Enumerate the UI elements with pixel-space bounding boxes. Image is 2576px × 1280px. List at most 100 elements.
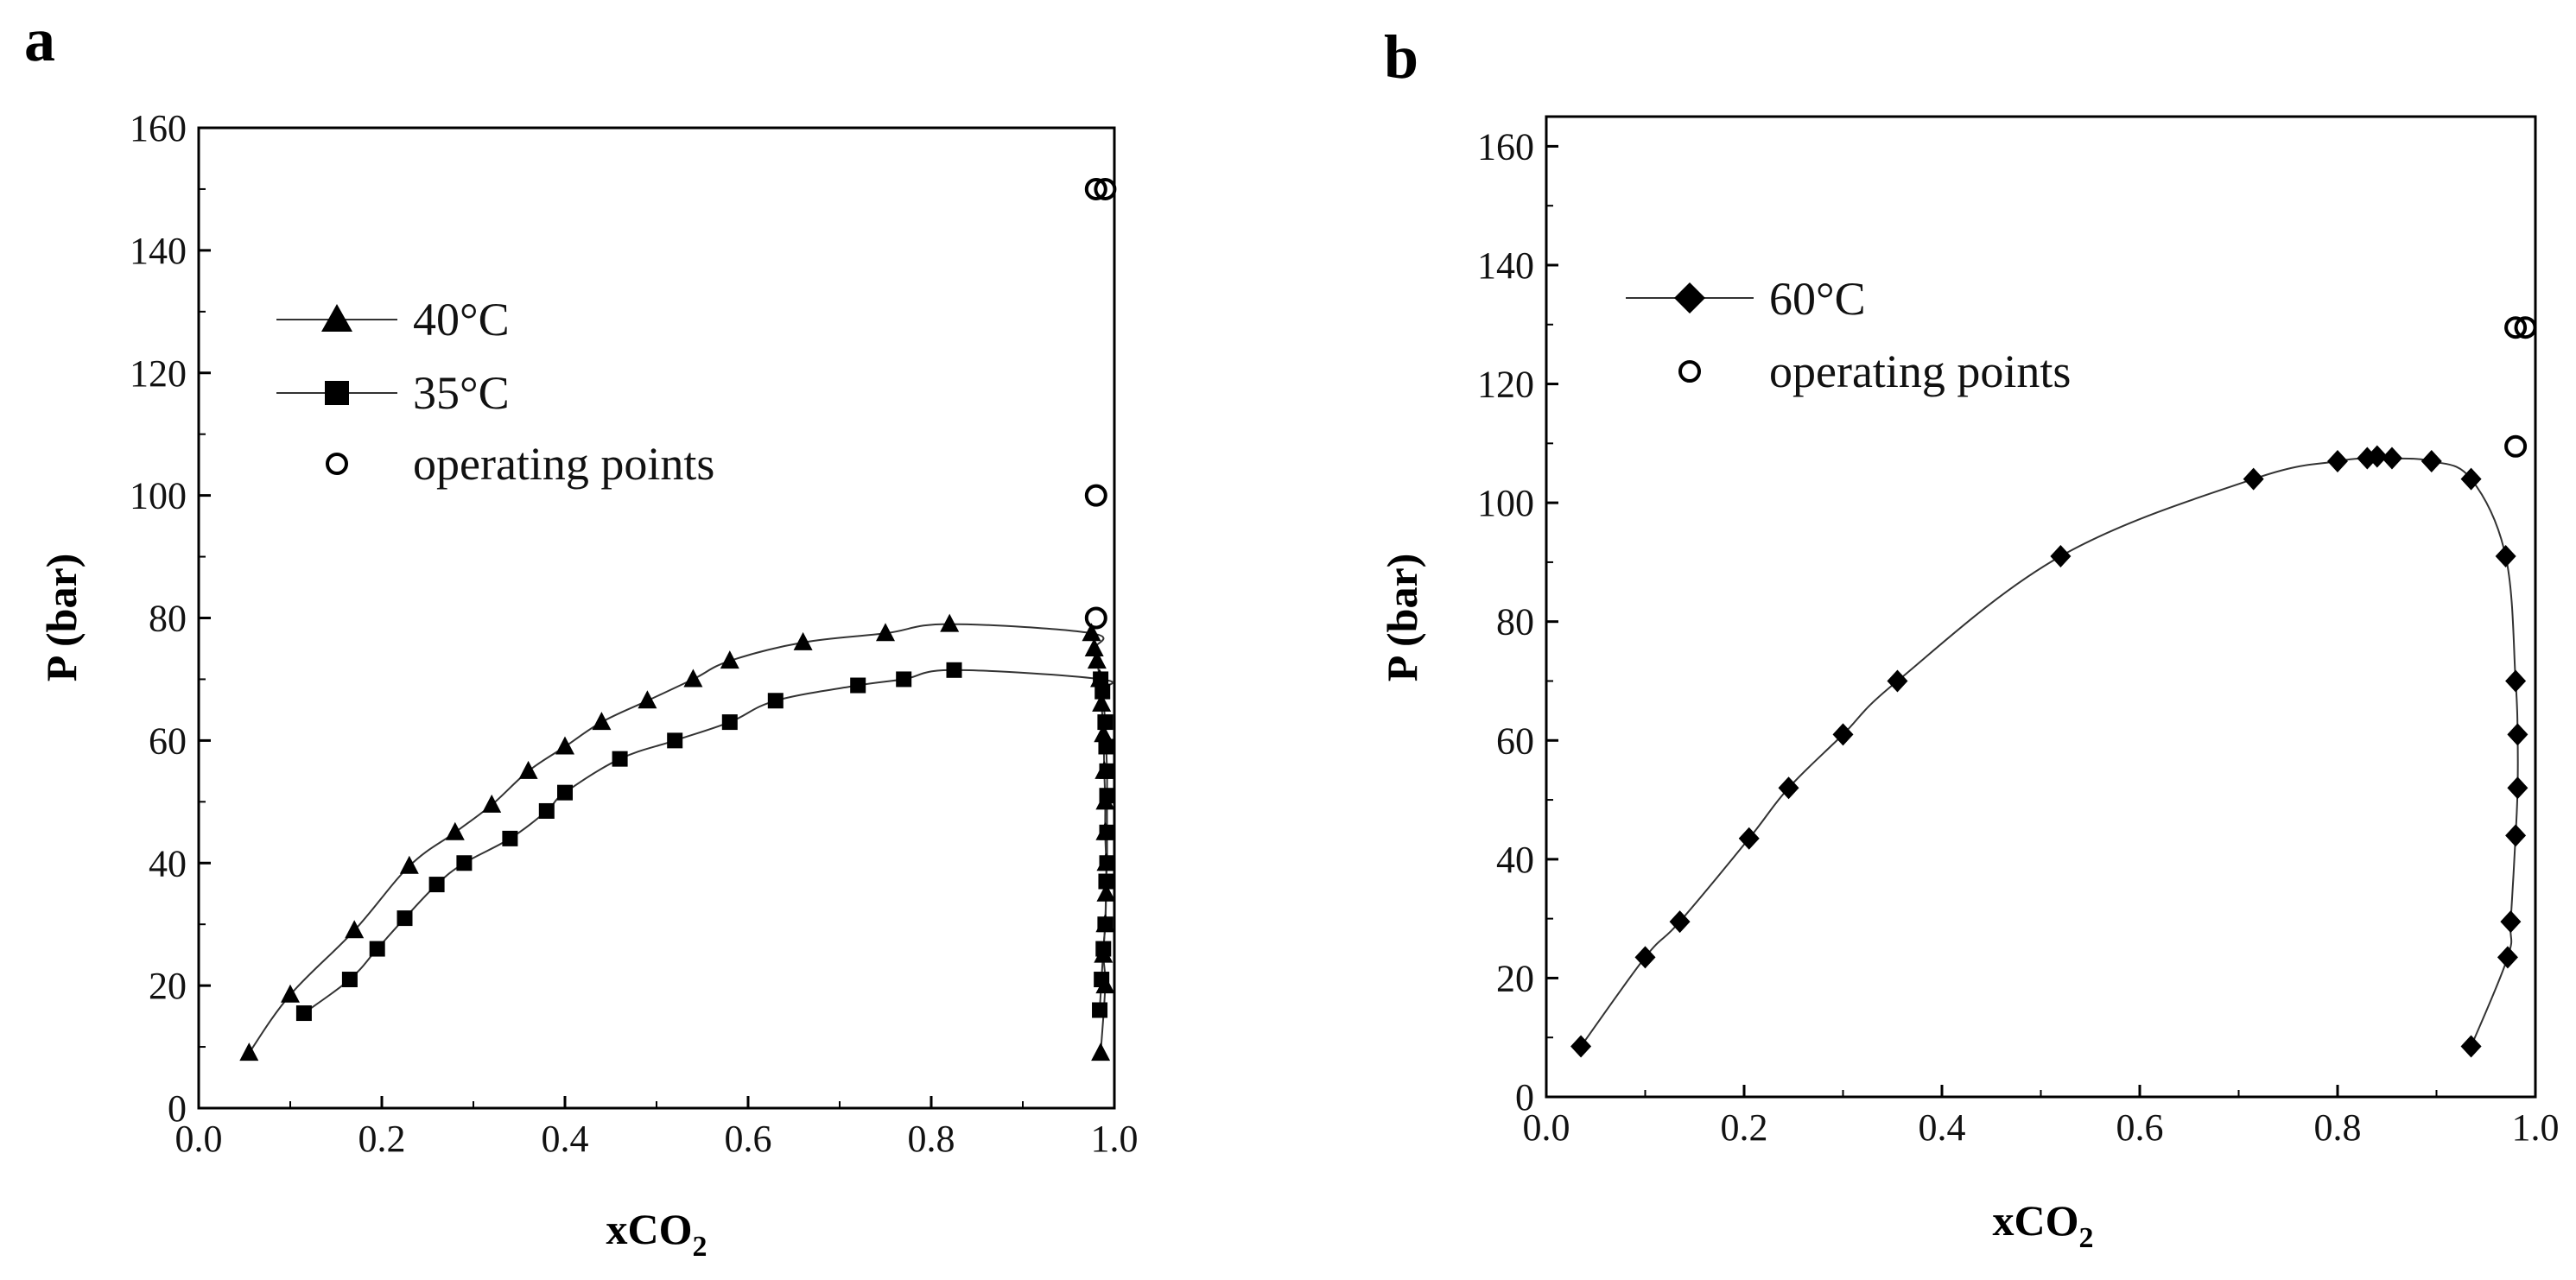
data-point-operating [1084,606,1107,630]
legend-open-circle-marker-b [1678,360,1701,383]
data-point-operating [2514,316,2537,339]
x-tick-label: 0.8 [2314,1106,2362,1149]
x-tick-label: 1.0 [2512,1106,2560,1149]
data-point-diamond [1738,827,1760,850]
y-tick-label: 160 [1477,125,1534,168]
legend-open-circle-marker [326,453,348,475]
x-tick-label: 0.6 [725,1118,772,1160]
y-tick-label: 60 [1496,719,1534,762]
data-point-diamond [2327,449,2348,472]
data-point-diamond [1832,723,1854,746]
legend-label-40c: 40°C [413,294,510,345]
data-point-square [1099,855,1115,871]
data-point-square [612,751,628,767]
data-point-operating [1084,484,1107,507]
x-tick-label: 0.2 [1721,1106,1768,1149]
data-point-triangle [399,855,419,874]
y-tick-label: 80 [149,598,187,640]
axis-ticks-a: 0.0 0.2 0.4 0.6 0.8 1.0 0 20 40 60 80 100 120 140 160 [130,107,1139,1160]
data-point-diamond [1669,910,1691,934]
plot-frame-a [197,126,1116,1110]
data-point-diamond [2421,449,2442,472]
data-point-diamond [1634,946,1656,969]
panel-letter-a: a [24,5,55,74]
series-markers-a [239,177,1117,1061]
data-point-triangle [1082,623,1101,642]
data-point-square [1098,738,1114,755]
data-point-square [557,784,573,801]
y-tick-label: 60 [149,719,187,762]
y-tick-label: 80 [1496,601,1534,643]
data-point-operating [1084,177,1107,200]
data-point-square [369,941,385,957]
series-line [248,623,1107,1054]
x-axis-title-b: xCO2 [1993,1196,2094,1254]
data-point-triangle [876,623,895,642]
legend-diamond-marker [1674,282,1705,314]
chart-panel-b: b 0.0 0.2 0.4 0.6 0.8 1.0 0 20 40 60 80 100 120 140 16… [1378,22,2560,1254]
data-point-operating [2504,316,2528,339]
y-tick-label: 40 [149,842,187,884]
data-point-triangle [940,613,960,632]
x-tick-label: 0.4 [1919,1106,1966,1149]
x-tick-label: 0.0 [175,1118,223,1160]
data-point-diamond [2460,467,2482,491]
data-point-triangle [1091,1042,1111,1061]
data-point-diamond [2500,910,2522,934]
x-tick-label: 0.2 [358,1118,406,1160]
y-tick-label: 40 [1496,839,1534,881]
data-point-diamond [2366,445,2388,468]
data-point-triangle [445,821,465,840]
y-tick-label: 120 [130,352,187,395]
data-point-diamond [1570,1035,1592,1058]
x-tick-label: 0.0 [1523,1106,1570,1149]
data-point-square [341,972,358,988]
data-point-diamond [2507,723,2528,746]
data-point-triangle [1096,883,1116,902]
data-point-triangle [1092,693,1112,712]
data-point-diamond [1887,669,1908,693]
data-point-square [721,714,738,731]
data-point-diamond [2505,669,2527,693]
data-point-square [1099,824,1115,840]
y-tick-label: 140 [130,230,187,272]
data-point-square [1098,873,1114,890]
series-markers-b [1570,316,2537,1058]
data-point-triangle [239,1042,259,1061]
data-point-square [1097,916,1114,933]
data-point-diamond [2507,776,2528,800]
data-point-square [1094,972,1110,988]
y-tick-label: 160 [130,107,187,149]
x-tick-label: 1.0 [1091,1118,1139,1160]
legend-label-60c: 60°C [1769,273,1866,325]
legend-square-marker [325,381,349,405]
data-point-operating [1094,177,1117,200]
data-point-diamond [2495,545,2516,568]
chart-panel-a: a 0.0 0.2 0.4 0.6 0.8 1.0 0 20 40 60 80 100 120 140 16… [24,5,1139,1263]
data-point-square [767,693,784,709]
legend-label-operating-points-b: operating points [1769,345,2071,397]
data-point-triangle [345,920,365,939]
data-point-triangle [555,736,574,755]
data-point-square [1093,671,1109,688]
data-point-square [1097,714,1114,731]
y-tick-label: 20 [1496,957,1534,999]
y-tick-label: 100 [130,475,187,517]
data-point-operating [2504,434,2528,458]
data-point-square [456,855,473,871]
data-point-square [1099,788,1115,804]
plot-frame-b [1545,115,2537,1099]
data-point-square [295,1005,312,1022]
series-line [303,669,1114,1014]
data-point-triangle [281,984,300,1003]
data-point-diamond [2497,946,2518,969]
y-tick-label: 140 [1477,244,1534,287]
data-point-triangle [518,760,538,779]
data-point-triangle [1094,724,1114,743]
data-point-square [850,677,866,694]
x-tick-label: 0.6 [2116,1106,2164,1149]
data-point-square [896,671,912,688]
x-axis-title-a: xCO2 [606,1205,707,1263]
data-point-diamond [2050,545,2072,568]
legend-a: 40°C 35°C operating points [276,294,714,490]
